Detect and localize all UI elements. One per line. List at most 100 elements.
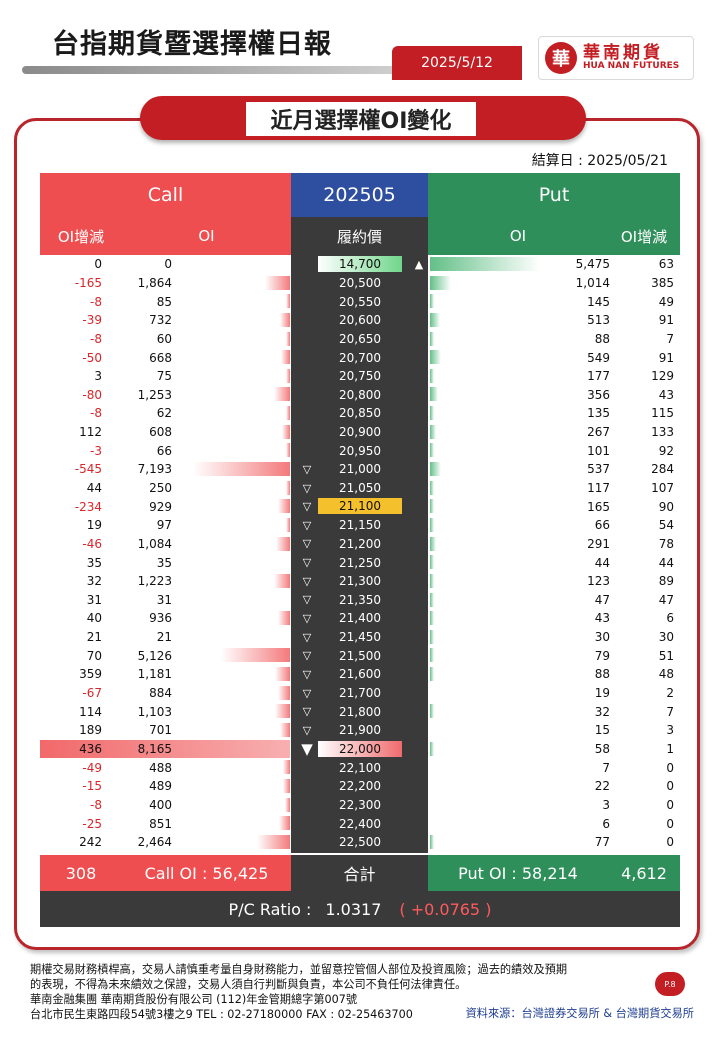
max-call-oi-highlight (40, 739, 290, 759)
strike-price: 20,850 (339, 406, 381, 421)
oi-table-body: 0 0 ▲ 14,700 5,475 63 -165 1,864 20,500 1,014 385-… (40, 255, 680, 852)
put-oi-change: 63 (658, 257, 674, 272)
pc-ratio-change: ( +0.0765 ) (399, 899, 492, 919)
call-oi-bar (280, 723, 290, 738)
logo-en: HUA NAN FUTURES (583, 61, 680, 72)
pc-ratio-value: 1.0317 (325, 899, 382, 919)
put-oi-change: 1 (666, 741, 674, 756)
put-oi-bar (430, 517, 434, 532)
put-oi: 22 (594, 779, 610, 794)
put-oi-bar (430, 555, 434, 570)
put-oi-change: 385 (651, 275, 674, 290)
put-oi-bar-track (430, 497, 540, 516)
put-oi-change: 107 (651, 481, 674, 495)
strike-price: 21,900 (339, 723, 381, 738)
call-oi-bar (193, 462, 290, 477)
call-oi: 250 (149, 481, 172, 495)
call-oi-bar (273, 573, 290, 588)
total-put-oi: Put OI : 58,214 (428, 855, 608, 891)
call-oi-bar (286, 406, 290, 421)
call-oi: 62 (156, 406, 172, 421)
call-oi: 732 (149, 313, 172, 328)
put-oi-bar (430, 573, 434, 588)
call-oi-bar-track (180, 758, 290, 777)
settlement-date: 結算日 : 2025/05/21 (531, 153, 668, 169)
put-oi-bar-track (430, 330, 540, 349)
total-call-oi: Call OI : 56,425 (122, 855, 291, 891)
put-oi-bar-track (430, 535, 540, 554)
put-oi-change: 43 (658, 387, 674, 402)
put-oi: 77 (594, 835, 610, 850)
put-oi-bar (430, 275, 451, 290)
put-oi-bar (430, 312, 440, 327)
put-oi-bar-track (430, 572, 540, 591)
call-oi: 929 (149, 499, 172, 514)
call-oi: 1,253 (137, 387, 172, 402)
put-oi-change: 7 (666, 331, 674, 346)
put-oi-change: 89 (658, 574, 674, 589)
call-oi: 8,165 (137, 741, 172, 756)
call-oi-change: 35 (86, 555, 102, 570)
call-oi-change: 242 (79, 835, 102, 850)
call-oi-bar-track (180, 497, 290, 516)
page-number: P.8 (655, 972, 685, 996)
put-oi: 123 (587, 574, 610, 589)
table-row: 114 1,103 ▽ 21,800 32 7 (40, 702, 680, 721)
call-oi-bar-track (180, 479, 290, 498)
call-oi-bar-track (180, 740, 290, 759)
down-triangle-icon: ▽ (302, 500, 312, 514)
call-oi-bar (286, 517, 290, 532)
put-oi-bar (430, 331, 434, 346)
call-oi-bar-track (180, 646, 290, 665)
call-oi: 7,193 (137, 462, 172, 477)
call-oi: 5,126 (137, 648, 172, 663)
call-oi: 60 (156, 331, 172, 346)
strike-price: 22,200 (339, 779, 381, 794)
call-oi-bar (274, 667, 290, 682)
put-oi-change: 49 (658, 294, 674, 309)
strike-price: 21,800 (339, 704, 381, 719)
strike-price: 20,600 (339, 313, 381, 328)
down-triangle-icon: ▽ (302, 667, 312, 681)
table-row: -25 851 22,400 6 0 (40, 814, 680, 833)
put-oi: 177 (587, 369, 610, 384)
call-oi-bar (280, 312, 290, 327)
call-oi: 1,103 (137, 704, 172, 719)
call-oi-change: -50 (82, 350, 102, 365)
call-oi: 66 (156, 443, 172, 458)
call-oi-bar-track (180, 330, 290, 349)
put-oi-bar-track (430, 721, 540, 740)
call-oi-bar (274, 704, 290, 719)
put-oi-bar-track (430, 740, 540, 759)
call-oi-bar (283, 760, 290, 775)
call-oi-change: 436 (79, 741, 102, 756)
call-oi: 1,084 (137, 536, 172, 551)
title-underline (22, 66, 402, 74)
col-put-oi: OI (428, 217, 608, 255)
table-row: -8 62 20,850 135 115 (40, 404, 680, 423)
call-oi-bar-track (180, 535, 290, 554)
put-oi: 66 (594, 518, 610, 533)
call-oi-bar (257, 834, 290, 849)
put-oi: 537 (587, 462, 610, 477)
total-put-oi-change: 4,612 (608, 855, 680, 891)
put-oi-change: 91 (658, 313, 674, 328)
strike-price: 20,950 (339, 443, 381, 458)
call-oi: 936 (149, 611, 172, 626)
call-oi-bar-track (180, 292, 290, 311)
put-oi: 165 (587, 499, 610, 514)
call-oi-bar (286, 443, 290, 458)
put-oi: 135 (587, 406, 610, 421)
call-oi: 0 (164, 257, 172, 272)
put-oi-bar-track (430, 646, 540, 665)
call-oi-change: 19 (86, 518, 102, 533)
call-oi-change: -8 (90, 294, 102, 309)
report-date: 2025/5/12 (392, 46, 522, 80)
call-oi-bar-track (180, 274, 290, 293)
put-oi-bar (430, 424, 436, 439)
put-oi: 549 (587, 350, 610, 365)
put-oi-change: 129 (651, 369, 674, 384)
call-oi-bar (281, 350, 290, 365)
put-oi: 3 (602, 797, 610, 812)
put-oi: 117 (587, 481, 610, 495)
